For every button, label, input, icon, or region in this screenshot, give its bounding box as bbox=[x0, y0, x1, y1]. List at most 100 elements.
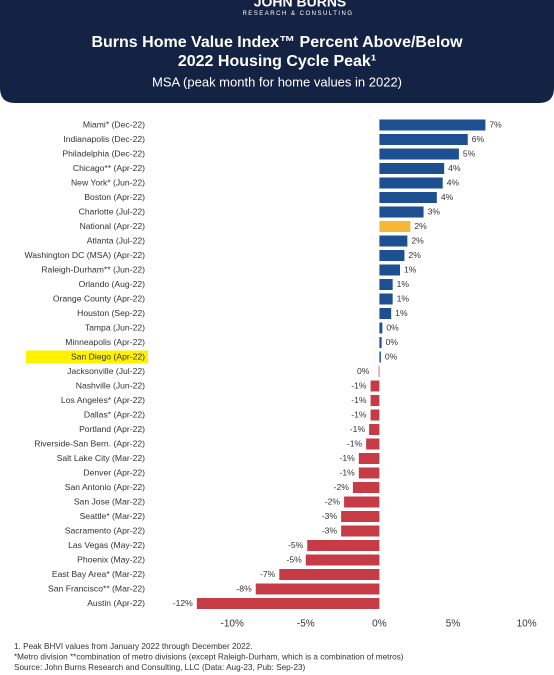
value-label: 6% bbox=[472, 134, 485, 144]
bar bbox=[379, 279, 393, 290]
bar bbox=[379, 206, 424, 218]
value-label: 0% bbox=[386, 322, 399, 332]
value-label: -1% bbox=[351, 395, 367, 405]
bar bbox=[196, 598, 380, 609]
category-label: Chicago** (Apr-22) bbox=[73, 163, 145, 173]
brand-name: JOHN BURNS bbox=[254, 0, 347, 10]
value-label: 1% bbox=[404, 264, 417, 274]
bar bbox=[358, 467, 380, 479]
value-label: 4% bbox=[448, 163, 461, 173]
value-label: -3% bbox=[322, 525, 338, 535]
category-label: Los Angeles* (Apr-22) bbox=[61, 395, 145, 405]
x-tick-label: -10% bbox=[220, 619, 243, 630]
value-label: -1% bbox=[347, 438, 363, 448]
header-band bbox=[0, 0, 554, 103]
category-label: Sacramento (Apr-22) bbox=[65, 525, 145, 535]
brand-tagline: RESEARCH & CONSULTING bbox=[242, 11, 353, 17]
value-label: 0% bbox=[357, 366, 370, 376]
category-label: Boston (Apr-22) bbox=[84, 192, 145, 202]
chart-title-line2: 2022 Housing Cycle Peak¹ bbox=[178, 53, 376, 70]
category-label: New York* (Jun-22) bbox=[71, 177, 145, 187]
x-tick-label: 5% bbox=[446, 619, 461, 630]
category-label: Jacksonville (Jul-22) bbox=[67, 366, 145, 376]
bar bbox=[379, 250, 405, 261]
bar bbox=[305, 554, 380, 566]
bar bbox=[307, 540, 380, 551]
category-label: Salt Lake City (Mar-22) bbox=[57, 453, 145, 463]
category-label: Raleigh-Durham** (Jun-22) bbox=[41, 264, 145, 274]
chart-subtitle: MSA (peak month for home values in 2022) bbox=[152, 74, 402, 89]
bar bbox=[341, 525, 380, 537]
value-label: 0% bbox=[386, 337, 399, 347]
category-label: East Bay Area* (Mar-22) bbox=[52, 569, 145, 579]
x-tick-label: -5% bbox=[297, 619, 315, 630]
value-label: -1% bbox=[350, 424, 366, 434]
value-label: 0% bbox=[385, 351, 398, 361]
value-label: -7% bbox=[260, 569, 276, 579]
bar bbox=[379, 163, 445, 174]
value-label: 2% bbox=[411, 235, 424, 245]
bar bbox=[379, 134, 468, 145]
value-label: -2% bbox=[334, 482, 350, 492]
bar bbox=[366, 438, 380, 450]
bar bbox=[344, 496, 380, 508]
category-label: Dallas* (Apr-22) bbox=[84, 409, 145, 419]
category-label: Orlando (Aug-22) bbox=[79, 279, 146, 289]
category-label: Houston (Sep-22) bbox=[77, 308, 145, 318]
label-highlight bbox=[26, 350, 148, 364]
category-label: Charlotte (Jul-22) bbox=[79, 206, 146, 216]
category-label: San Jose (Mar-22) bbox=[74, 496, 145, 506]
bar bbox=[369, 424, 380, 435]
bar bbox=[279, 569, 380, 580]
footnote: *Metro division **combination of metro d… bbox=[14, 653, 404, 662]
category-label: Indianapolis (Dec-22) bbox=[63, 134, 145, 144]
bar bbox=[379, 148, 459, 160]
value-label: -1% bbox=[339, 467, 355, 477]
x-tick-label: 10% bbox=[517, 619, 537, 630]
category-label: Orange County (Apr-22) bbox=[53, 293, 145, 303]
category-label: Riverside-San Bern. (Apr-22) bbox=[34, 438, 145, 448]
value-label: 3% bbox=[428, 206, 441, 216]
bar bbox=[378, 366, 380, 377]
value-label: -5% bbox=[286, 554, 302, 564]
x-tick-label: 0% bbox=[372, 619, 387, 630]
bar bbox=[370, 395, 380, 406]
value-label: -3% bbox=[322, 511, 338, 521]
value-label: 2% bbox=[408, 250, 421, 260]
footnote: Source: John Burns Research and Consulti… bbox=[14, 663, 306, 672]
value-label: -5% bbox=[288, 540, 304, 550]
bar bbox=[255, 583, 380, 595]
bar bbox=[379, 351, 381, 363]
category-label: San Antonio (Apr-22) bbox=[65, 482, 145, 492]
value-label: -1% bbox=[351, 380, 367, 390]
footnote: 1. Peak BHVI values from January 2022 th… bbox=[14, 642, 252, 651]
category-label: Minneapolis (Apr-22) bbox=[65, 337, 145, 347]
bar bbox=[379, 177, 443, 189]
category-label: National (Apr-22) bbox=[80, 221, 146, 231]
value-label: 2% bbox=[414, 221, 427, 231]
bar bbox=[379, 322, 383, 334]
value-label: -2% bbox=[325, 496, 341, 506]
category-label: Portland (Apr-22) bbox=[79, 424, 145, 434]
bar bbox=[352, 482, 380, 493]
category-label: Miami* (Dec-22) bbox=[83, 119, 145, 129]
bar bbox=[379, 293, 393, 305]
value-label: 7% bbox=[489, 119, 502, 129]
category-label: Seattle* (Mar-22) bbox=[80, 511, 146, 521]
bar bbox=[379, 264, 401, 276]
chart-title: Burns Home Value Index™ Percent Above/Be… bbox=[91, 34, 463, 51]
value-label: 1% bbox=[395, 308, 408, 318]
category-label: Philadelphia (Dec-22) bbox=[62, 148, 145, 158]
bar bbox=[379, 119, 486, 131]
category-label: Tampa (Jun-22) bbox=[85, 322, 145, 332]
bar bbox=[379, 308, 392, 319]
bar bbox=[379, 192, 437, 203]
bar bbox=[370, 409, 380, 421]
bar bbox=[379, 221, 411, 232]
category-label: Phoenix (May-22) bbox=[77, 554, 145, 564]
category-label: Denver (Apr-22) bbox=[83, 467, 145, 477]
category-label: Las Vegas (May-22) bbox=[68, 540, 145, 550]
bar bbox=[341, 511, 380, 522]
value-label: 1% bbox=[397, 293, 410, 303]
category-label: Nashville (Jun-22) bbox=[76, 380, 145, 390]
